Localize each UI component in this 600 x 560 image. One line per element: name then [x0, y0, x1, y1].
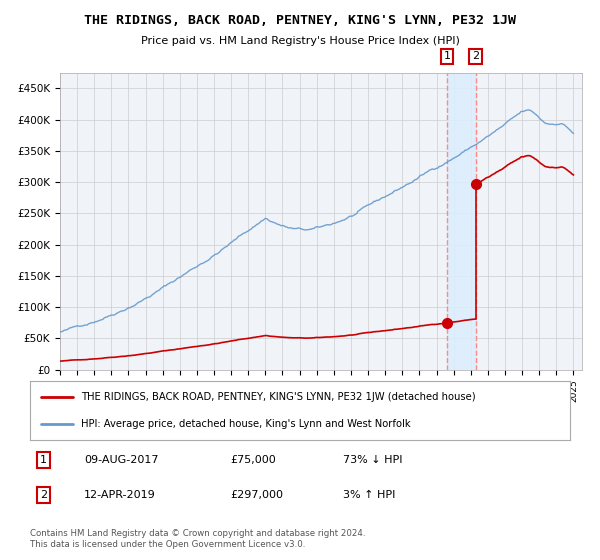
Text: THE RIDINGS, BACK ROAD, PENTNEY, KING'S LYNN, PE32 1JW (detached house): THE RIDINGS, BACK ROAD, PENTNEY, KING'S … — [82, 391, 476, 402]
Text: Price paid vs. HM Land Registry's House Price Index (HPI): Price paid vs. HM Land Registry's House … — [140, 36, 460, 46]
Text: 73% ↓ HPI: 73% ↓ HPI — [343, 455, 403, 465]
Text: THE RIDINGS, BACK ROAD, PENTNEY, KING'S LYNN, PE32 1JW: THE RIDINGS, BACK ROAD, PENTNEY, KING'S … — [84, 14, 516, 27]
Text: 1: 1 — [443, 52, 451, 62]
Bar — [447, 73, 476, 370]
Text: £297,000: £297,000 — [230, 490, 283, 500]
Text: 09-AUG-2017: 09-AUG-2017 — [84, 455, 158, 465]
Text: 1: 1 — [40, 455, 47, 465]
Text: £75,000: £75,000 — [230, 455, 275, 465]
Text: 3% ↑ HPI: 3% ↑ HPI — [343, 490, 395, 500]
Text: 2: 2 — [40, 490, 47, 500]
Text: Contains HM Land Registry data © Crown copyright and database right 2024.
This d: Contains HM Land Registry data © Crown c… — [30, 529, 365, 549]
Text: 12-APR-2019: 12-APR-2019 — [84, 490, 156, 500]
Text: 2: 2 — [472, 52, 479, 62]
Text: HPI: Average price, detached house, King's Lynn and West Norfolk: HPI: Average price, detached house, King… — [82, 419, 411, 429]
